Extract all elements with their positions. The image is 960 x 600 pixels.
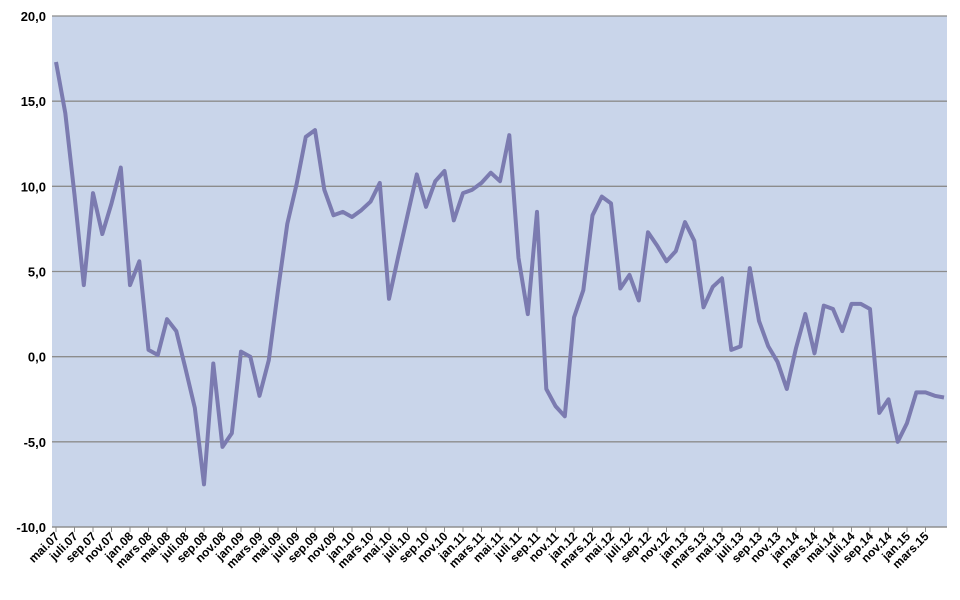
- y-tick-label: -5,0: [24, 435, 46, 450]
- y-tick-label: -10,0: [16, 520, 46, 535]
- y-tick-label: 10,0: [21, 179, 46, 194]
- y-tick-label: 5,0: [28, 265, 46, 280]
- data-line: [54, 61, 945, 487]
- y-tick-label: 0,0: [28, 350, 46, 365]
- y-tick-label: 20,0: [21, 9, 46, 24]
- y-tick-label: 15,0: [21, 94, 46, 109]
